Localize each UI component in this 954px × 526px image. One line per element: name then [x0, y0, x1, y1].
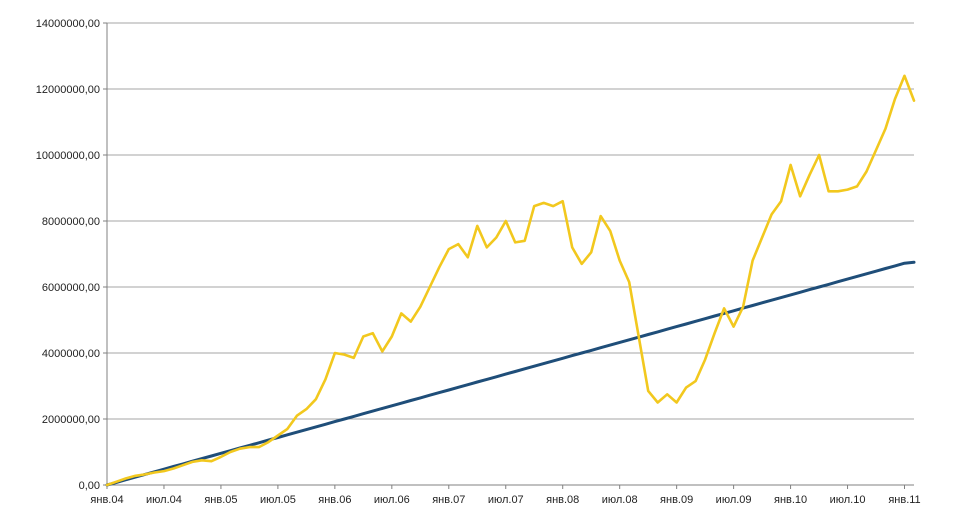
x-tick-label: янв.04: [90, 494, 123, 506]
x-tick-label: июл.07: [488, 494, 524, 506]
series-line-1: [105, 260, 916, 487]
y-tick-label: 10000000,00: [36, 150, 100, 162]
gridlines: [107, 22, 914, 420]
series-line-2: [105, 74, 916, 487]
x-tick-label: июл.10: [830, 494, 866, 506]
y-tick-label: 2000000,00: [42, 414, 100, 426]
series-lines: [105, 74, 916, 487]
x-tick-label: июл.08: [602, 494, 638, 506]
y-tick-label: 0,00: [79, 480, 100, 492]
x-tick-labels: янв.04 июл.04 янв.05 июл.05 янв.06 июл.06 янв.…: [90, 494, 920, 506]
x-tick-label: июл.04: [146, 494, 182, 506]
x-tick-label: янв.10: [774, 494, 807, 506]
x-tick-label: июл.09: [716, 494, 752, 506]
x-tick-label: янв.09: [660, 494, 693, 506]
y-tick-label: 14000000,00: [36, 18, 100, 30]
y-tick-label: 12000000,00: [36, 84, 100, 96]
x-tick-label: янв.07: [432, 494, 465, 506]
x-tick-label: янв.05: [204, 494, 237, 506]
y-tick-label: 4000000,00: [42, 348, 100, 360]
x-tick-label: янв.06: [318, 494, 351, 506]
x-tick-label: июл.06: [374, 494, 410, 506]
x-tick-label: янв.11: [888, 494, 920, 506]
axes: [103, 22, 914, 489]
y-tick-label: 6000000,00: [42, 282, 100, 294]
y-tick-labels: 0,00 2000000,00 4000000,00 6000000,00 800000…: [36, 18, 100, 492]
x-tick-label: июл.05: [260, 494, 296, 506]
x-tick-label: янв.08: [546, 494, 579, 506]
y-tick-label: 8000000,00: [42, 216, 100, 228]
